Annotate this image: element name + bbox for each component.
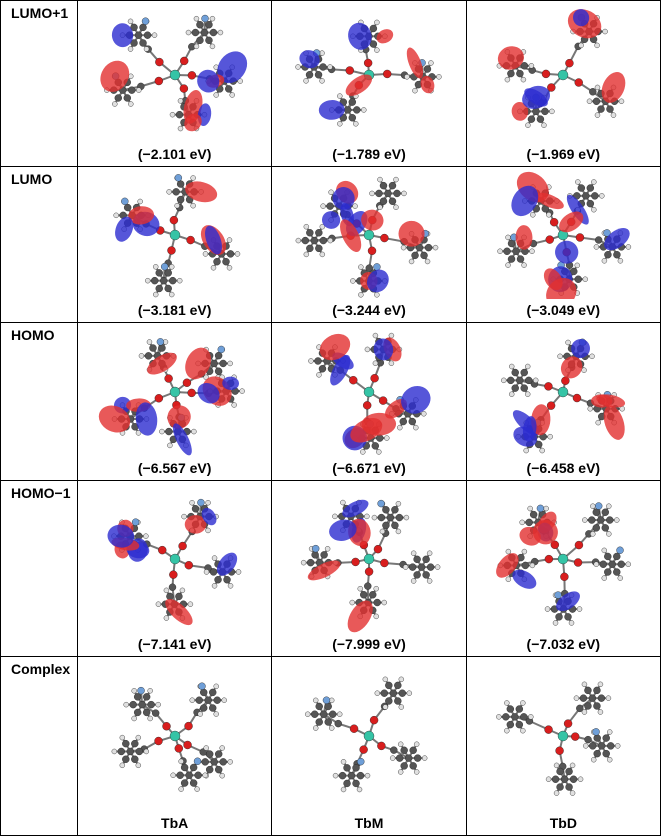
energy-value: (−7.999 eV) (272, 636, 465, 652)
row-label: LUMO (1, 167, 78, 323)
energy-value: (−7.032 eV) (467, 636, 660, 652)
molecule-image (274, 171, 464, 299)
molecule-image (473, 327, 653, 457)
cell-tbd: (−3.049 eV) (466, 167, 660, 323)
energy-value: (−3.244 eV) (272, 302, 465, 318)
molecule-image (473, 171, 653, 299)
energy-value: (−6.567 eV) (78, 460, 271, 476)
energy-value: (−3.049 eV) (467, 302, 660, 318)
row-lumo-plus-1: LUMO+1 (−2.101 eV) (−1.789 eV) (−1.969 e… (1, 1, 661, 167)
energy-value: (−6.458 eV) (467, 460, 660, 476)
row-label: LUMO+1 (1, 1, 78, 167)
complex-name: TbA (78, 815, 271, 831)
energy-value: (−3.181 eV) (78, 302, 271, 318)
cell-tbd: (−6.458 eV) (466, 323, 660, 481)
molecule-image (90, 485, 260, 633)
energy-value: (−1.789 eV) (272, 146, 465, 162)
molecule-image (274, 327, 464, 457)
cell-tbm: (−7.999 eV) (272, 481, 466, 657)
row-complex: Complex TbA TbM TbD (1, 657, 661, 836)
molecule-image (90, 5, 260, 145)
cell-tba: (−6.567 eV) (78, 323, 272, 481)
molecule-image (90, 171, 260, 299)
cell-tbm: TbM (272, 657, 466, 836)
energy-value: (−6.671 eV) (272, 460, 465, 476)
molecule-image (90, 661, 260, 811)
molecule-image (473, 661, 653, 811)
molecule-image (90, 327, 260, 457)
cell-tbd: (−7.032 eV) (466, 481, 660, 657)
cell-tba: (−7.141 eV) (78, 481, 272, 657)
row-homo: HOMO (−6.567 eV) (−6.671 eV) (−6.458 eV) (1, 323, 661, 481)
complex-name: TbM (272, 815, 465, 831)
row-label: HOMO (1, 323, 78, 481)
row-lumo: LUMO (−3.181 eV) (−3.244 eV) (−3.049 eV) (1, 167, 661, 323)
cell-tbd: (−1.969 eV) (466, 1, 660, 167)
energy-value: (−7.141 eV) (78, 636, 271, 652)
energy-value: (−2.101 eV) (78, 146, 271, 162)
row-label: Complex (1, 657, 78, 836)
cell-tbm: (−1.789 eV) (272, 1, 466, 167)
molecule-image (473, 5, 653, 145)
cell-tbd: TbD (466, 657, 660, 836)
molecule-image (473, 485, 653, 633)
energy-value: (−1.969 eV) (467, 146, 660, 162)
cell-tba: TbA (78, 657, 272, 836)
cell-tbm: (−6.671 eV) (272, 323, 466, 481)
row-homo-minus-1: HOMO−1 (−7.141 eV) (−7.999 eV) (−7.032 e… (1, 481, 661, 657)
molecule-image (274, 661, 464, 811)
complex-name: TbD (467, 815, 660, 831)
cell-tba: (−2.101 eV) (78, 1, 272, 167)
cell-tba: (−3.181 eV) (78, 167, 272, 323)
cell-tbm: (−3.244 eV) (272, 167, 466, 323)
row-label: HOMO−1 (1, 481, 78, 657)
molecule-image (274, 5, 464, 145)
molecule-image (274, 485, 464, 633)
